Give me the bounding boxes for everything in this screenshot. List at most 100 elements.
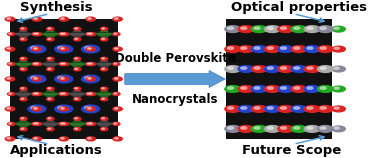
Circle shape <box>34 48 37 49</box>
Circle shape <box>228 127 234 129</box>
Circle shape <box>86 92 93 95</box>
Bar <box>10 19 118 139</box>
Circle shape <box>47 57 54 60</box>
Circle shape <box>61 92 68 95</box>
Polygon shape <box>39 58 62 66</box>
Circle shape <box>82 45 100 53</box>
Circle shape <box>278 125 294 132</box>
Circle shape <box>114 63 117 64</box>
Circle shape <box>228 27 234 29</box>
Circle shape <box>7 18 11 19</box>
Circle shape <box>102 38 104 40</box>
Circle shape <box>225 125 241 132</box>
Circle shape <box>304 66 320 72</box>
Circle shape <box>238 66 254 72</box>
Circle shape <box>88 33 96 36</box>
Polygon shape <box>93 122 116 130</box>
Polygon shape <box>12 122 35 130</box>
Circle shape <box>101 68 108 71</box>
Circle shape <box>32 63 39 66</box>
Circle shape <box>47 98 54 101</box>
Circle shape <box>280 127 287 129</box>
Circle shape <box>75 88 77 89</box>
Circle shape <box>48 128 51 129</box>
Circle shape <box>55 105 73 113</box>
Circle shape <box>238 86 254 92</box>
Circle shape <box>304 106 320 112</box>
Circle shape <box>20 117 27 120</box>
Circle shape <box>5 137 15 141</box>
Circle shape <box>267 127 273 129</box>
Circle shape <box>74 98 81 101</box>
Circle shape <box>90 33 92 34</box>
Circle shape <box>20 98 27 101</box>
Circle shape <box>101 87 108 90</box>
Circle shape <box>291 106 307 112</box>
Circle shape <box>20 57 27 60</box>
Text: Nanocrystals: Nanocrystals <box>132 93 218 106</box>
Circle shape <box>90 123 92 124</box>
Circle shape <box>36 123 39 124</box>
Circle shape <box>225 66 241 72</box>
Circle shape <box>88 48 91 49</box>
Circle shape <box>238 106 254 112</box>
Text: Optical properties: Optical properties <box>231 1 367 14</box>
Circle shape <box>267 87 273 89</box>
Circle shape <box>278 86 294 92</box>
Circle shape <box>47 68 54 71</box>
Circle shape <box>74 68 81 71</box>
Circle shape <box>88 63 96 66</box>
Polygon shape <box>39 28 62 36</box>
Circle shape <box>304 125 320 132</box>
Circle shape <box>101 27 108 30</box>
Circle shape <box>251 125 267 132</box>
Circle shape <box>114 33 117 34</box>
Circle shape <box>5 77 15 81</box>
Circle shape <box>47 38 54 41</box>
Polygon shape <box>93 62 116 70</box>
Circle shape <box>61 108 64 109</box>
Polygon shape <box>39 118 62 126</box>
Circle shape <box>320 27 326 29</box>
Circle shape <box>34 33 42 36</box>
Circle shape <box>87 93 90 94</box>
Circle shape <box>21 98 24 99</box>
Circle shape <box>318 66 333 72</box>
Circle shape <box>34 18 37 19</box>
Circle shape <box>114 123 117 124</box>
Circle shape <box>291 86 307 92</box>
Circle shape <box>8 63 15 66</box>
Circle shape <box>60 63 63 64</box>
Circle shape <box>61 63 68 66</box>
Circle shape <box>102 98 104 99</box>
Circle shape <box>34 138 37 139</box>
Circle shape <box>228 87 234 89</box>
Circle shape <box>225 86 241 92</box>
Circle shape <box>87 63 90 64</box>
Circle shape <box>20 68 27 71</box>
Circle shape <box>32 137 42 141</box>
Circle shape <box>115 138 118 139</box>
Circle shape <box>254 127 260 129</box>
Circle shape <box>291 66 307 72</box>
Circle shape <box>61 18 64 19</box>
Circle shape <box>101 128 108 131</box>
Circle shape <box>334 87 339 89</box>
Circle shape <box>307 47 313 49</box>
Circle shape <box>48 118 51 119</box>
Polygon shape <box>39 122 62 130</box>
Polygon shape <box>39 32 62 40</box>
Circle shape <box>31 106 38 109</box>
Circle shape <box>320 127 326 129</box>
Circle shape <box>114 93 117 94</box>
Circle shape <box>102 28 104 29</box>
Circle shape <box>238 26 254 33</box>
Circle shape <box>34 122 42 125</box>
Circle shape <box>254 67 260 69</box>
Circle shape <box>334 47 339 49</box>
Circle shape <box>251 86 267 92</box>
Circle shape <box>113 33 120 36</box>
Circle shape <box>102 88 104 89</box>
Circle shape <box>115 108 118 109</box>
Circle shape <box>102 68 104 69</box>
